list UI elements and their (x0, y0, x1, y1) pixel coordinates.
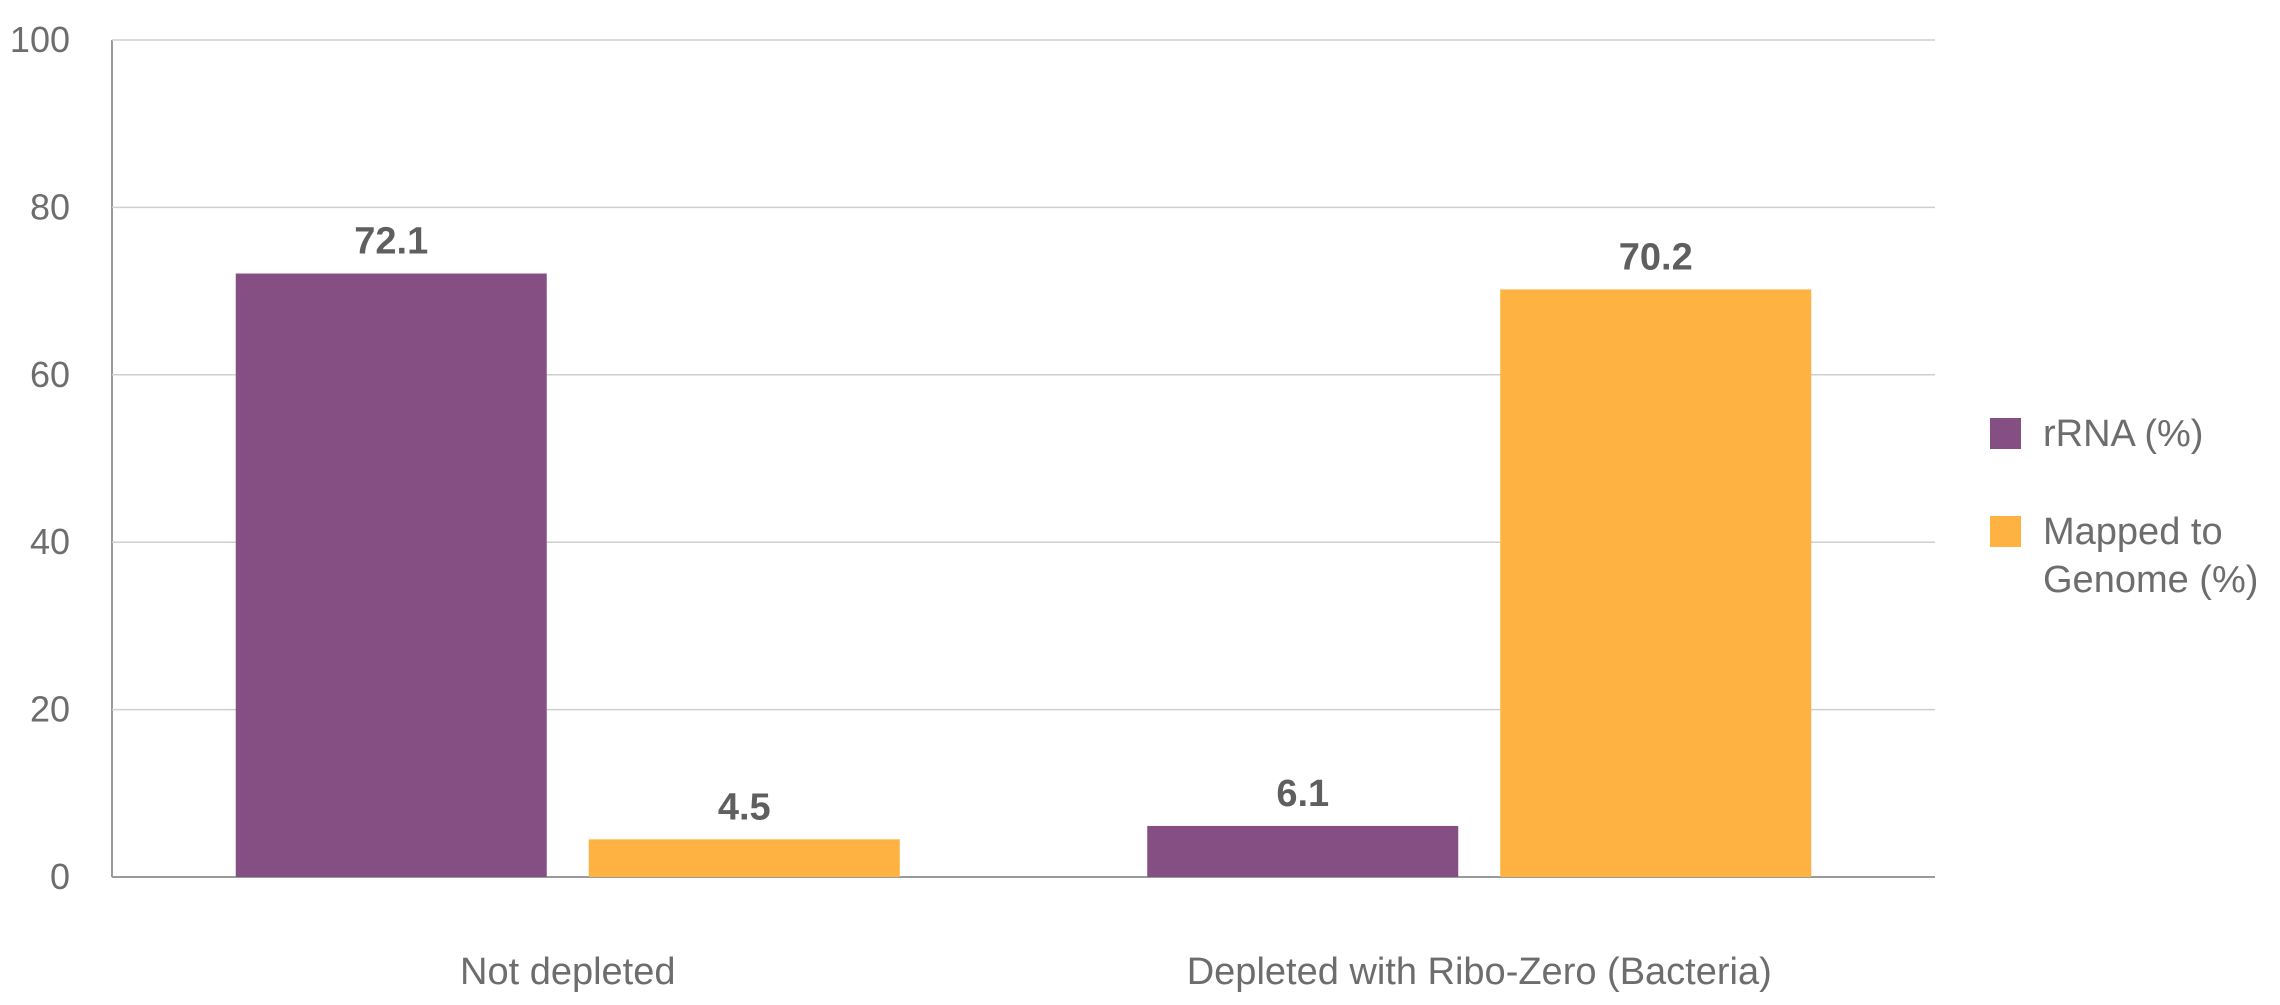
y-tick-label: 20 (30, 689, 70, 730)
legend-swatch (1990, 516, 2021, 547)
x-category-label: Not depleted (460, 951, 676, 993)
legend-label: Mapped to (2043, 511, 2223, 553)
data-label: 70.2 (1619, 236, 1693, 278)
legend-label: rRNA (%) (2043, 413, 2203, 455)
bars (235, 273, 1812, 877)
data-labels: 72.1 4.5 6.1 70.2 (354, 221, 1692, 829)
x-category-label: Depleted with Ribo-Zero (Bacteria) (1187, 951, 1772, 993)
y-tick-label: 60 (30, 354, 70, 395)
bar (1147, 825, 1459, 877)
y-tick-label: 0 (50, 856, 70, 897)
data-label: 72.1 (354, 221, 428, 263)
legend-swatch (1990, 418, 2021, 449)
legend-entry: rRNA (%) (1990, 413, 2203, 455)
legend-entry: Mapped to Genome (%) (1990, 511, 2258, 601)
bar (588, 839, 900, 877)
bar (1500, 289, 1812, 877)
y-tick-label: 80 (30, 186, 70, 227)
y-tick-label: 100 (10, 19, 70, 60)
x-axis-categories: Not depleted Depleted with Ribo-Zero (Bac… (460, 951, 1772, 993)
legend-label: Genome (%) (2043, 559, 2258, 601)
data-label: 4.5 (718, 786, 771, 828)
data-label: 6.1 (1276, 773, 1329, 815)
y-axis-ticks: 0 20 40 60 80 100 (10, 19, 70, 897)
bar (235, 273, 547, 877)
y-tick-label: 40 (30, 521, 70, 562)
legend: rRNA (%) Mapped to Genome (%) (1990, 413, 2258, 601)
